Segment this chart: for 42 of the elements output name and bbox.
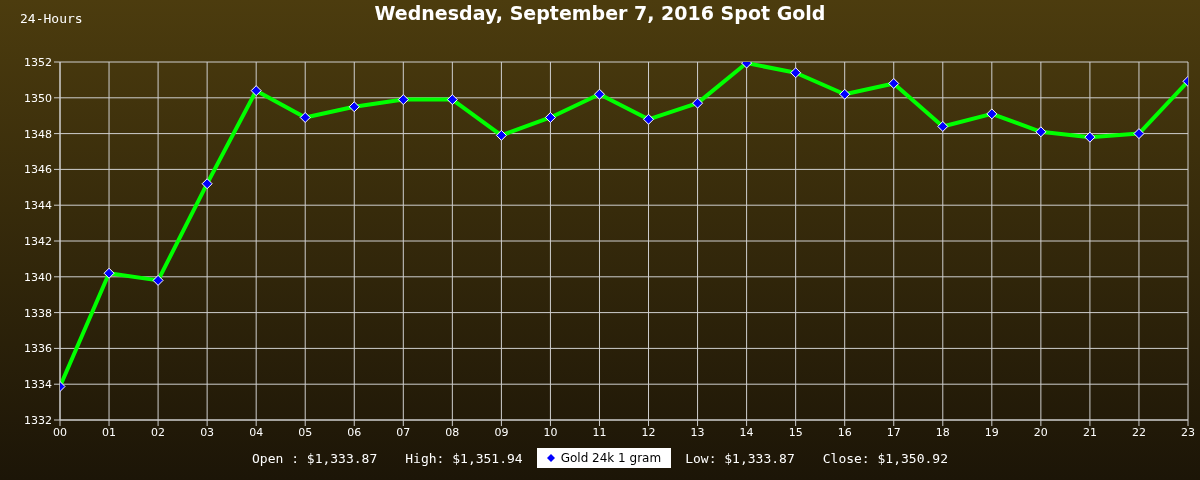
y-tick-label: 1352 [24, 55, 52, 69]
x-tick-label: 14 [739, 425, 754, 439]
x-tick-label: 01 [102, 425, 117, 439]
y-tick-label: 1336 [24, 342, 52, 356]
y-tick-label: 1342 [24, 234, 52, 248]
chart-subtitle: 24-Hours [20, 11, 83, 26]
x-tick-label: 08 [445, 425, 460, 439]
x-tick-label: 10 [543, 425, 558, 439]
y-tick-label: 1348 [24, 127, 52, 141]
y-tick-label: 1334 [24, 378, 52, 392]
x-tick-label: 02 [151, 425, 166, 439]
x-tick-label: 23 [1181, 425, 1195, 439]
x-tick-label: 07 [396, 425, 411, 439]
x-tick-label: 11 [592, 425, 607, 439]
x-tick-label: 12 [641, 425, 656, 439]
x-tick-label: 00 [53, 425, 67, 439]
x-tick-label: 21 [1082, 425, 1097, 439]
x-tick-label: 09 [494, 425, 509, 439]
chart-title: Wednesday, September 7, 2016 Spot Gold [374, 2, 826, 24]
y-tick-label: 1332 [24, 413, 52, 427]
x-tick-label: 05 [298, 425, 313, 439]
y-tick-label: 1344 [24, 199, 52, 213]
x-tick-label: 20 [1033, 425, 1048, 439]
text: Open : $1,333.87 [252, 450, 378, 466]
x-tick-label: 17 [886, 425, 901, 439]
text: Close: $1,350.92 [822, 450, 948, 466]
x-tick-label: 04 [249, 425, 264, 439]
x-tick-label: 18 [935, 425, 950, 439]
x-tick-label: 16 [837, 425, 852, 439]
x-tick-label: 19 [984, 425, 999, 439]
legend-label: Gold 24k 1 gram [560, 451, 662, 465]
y-tick-label: 1340 [24, 270, 52, 284]
x-tick-label: 03 [200, 425, 215, 439]
x-tick-label: 15 [788, 425, 803, 439]
x-tick-label: 06 [347, 425, 362, 439]
y-tick-label: 1338 [24, 306, 52, 320]
x-tick-label: 22 [1131, 425, 1146, 439]
text: High: $1,351.94 [405, 450, 523, 466]
y-tick-label: 1350 [24, 91, 52, 105]
x-tick-label: 13 [690, 425, 705, 439]
text: Low: $1,333.87 [685, 450, 795, 466]
y-tick-label: 1346 [24, 163, 52, 177]
